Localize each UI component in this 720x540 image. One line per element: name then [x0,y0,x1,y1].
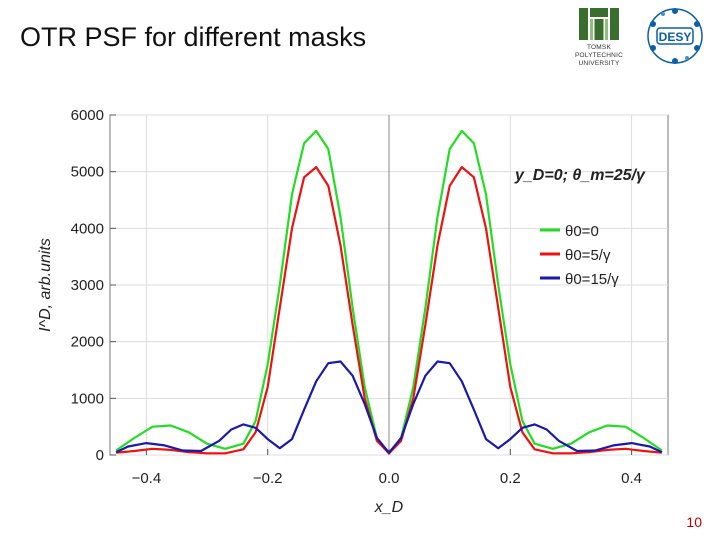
y-tick-label-4: 4000 [71,220,104,237]
tpu-logo-text: TOMSK POLYTECHNIC UNIVERSITY [570,44,628,68]
y-tick-label-2: 2000 [71,334,104,351]
legend-label-1: θ0=5/γ [565,247,611,264]
tpu-logo: TOMSK POLYTECHNIC UNIVERSITY [570,6,628,86]
tpu-text-line1: TOMSK [587,44,611,51]
y-tick-label-6: 6000 [71,107,104,124]
x-tick-label-2: 0.0 [379,470,400,487]
tpu-logo-mark [579,8,619,40]
y-tick-label-5: 5000 [71,164,104,181]
series-line-2 [115,360,663,454]
desy-logo-text: DESY [659,30,692,44]
desy-logo: DESY [645,6,705,66]
x-tick-label-0: −0.4 [132,470,162,487]
x-tick-label-4: 0.4 [621,470,642,487]
x-tick-label-3: 0.2 [500,470,521,487]
chart-annotation: y_D=0; θ_m=25/γ [514,167,646,184]
y-tick-label-3: 3000 [71,277,104,294]
tpu-text-line2: POLYTECHNIC [575,52,623,59]
x-tick-label-1: −0.2 [253,470,283,487]
legend-label-0: θ0=0 [565,223,599,240]
page-number: 10 [686,514,702,530]
legend-label-2: θ0=15/γ [565,271,619,288]
tpu-text-line3: UNIVERSITY [578,60,620,67]
y-tick-label-0: 0 [96,447,104,464]
x-axis-label: x_D [374,499,404,516]
y-tick-label-1: 1000 [71,390,104,407]
slide-title: OTR PSF for different masks [20,22,367,52]
y-axis-label: I^D, arb.units [37,238,54,332]
